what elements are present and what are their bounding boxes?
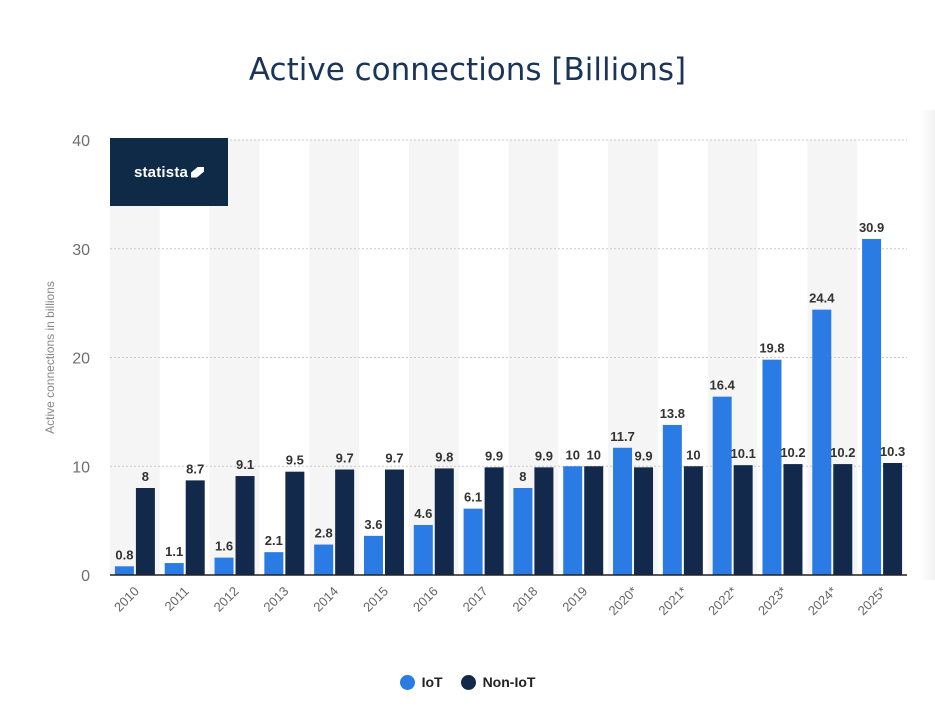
data-label-non-iot: 10: [686, 447, 700, 462]
data-label-iot: 30.9: [859, 220, 884, 235]
data-label-non-iot: 9.1: [236, 457, 254, 472]
x-tick-label: 2012: [211, 584, 242, 615]
data-label-iot: 11.7: [610, 429, 635, 444]
bar-non-iot: [335, 469, 355, 575]
data-label-iot: 2.8: [315, 526, 333, 541]
bar-non-iot: [634, 467, 654, 575]
bar-non-iot: [434, 468, 454, 575]
x-tick-label: 2021*: [655, 584, 690, 619]
data-label-iot: 19.8: [759, 341, 784, 356]
legend-item-non-iot[interactable]: Non-IoT: [460, 674, 536, 690]
bar-non-iot: [883, 462, 903, 575]
x-tick-label: 2018: [509, 584, 540, 615]
bar-iot: [712, 396, 732, 575]
x-tick-label: 2016: [410, 584, 441, 615]
chart-title: Active connections [Billions]: [248, 52, 687, 88]
x-tick-label: 2022*: [705, 584, 740, 619]
x-tick-label: 2017: [460, 584, 491, 615]
data-label-non-iot: 10.2: [780, 445, 805, 460]
x-tick-label: 2014: [310, 584, 341, 615]
data-label-iot: 24.4: [809, 291, 835, 306]
y-axis-title: Active connections in billions: [43, 281, 57, 434]
bar-iot: [862, 238, 882, 575]
data-label-non-iot: 8: [142, 469, 149, 484]
data-label-iot: 8: [519, 469, 526, 484]
data-label-iot: 0.8: [115, 547, 133, 562]
legend-item-iot[interactable]: IoT: [399, 674, 443, 690]
legend: IoT Non-IoT: [0, 674, 935, 690]
bar-non-iot: [733, 465, 753, 575]
bar-iot: [812, 309, 832, 575]
x-tick-label: 2010: [111, 584, 142, 615]
bar-non-iot: [683, 466, 703, 575]
bar-non-iot: [584, 466, 604, 575]
data-label-iot: 1.6: [215, 539, 233, 554]
data-label-iot: 4.6: [414, 506, 432, 521]
legend-iot-dot-icon: [399, 674, 415, 690]
data-label-non-iot: 8.7: [186, 461, 204, 476]
bar-iot: [114, 566, 134, 575]
data-label-non-iot: 9.7: [336, 451, 354, 466]
data-label-iot: 16.4: [710, 378, 736, 393]
bar-non-iot: [285, 471, 305, 575]
data-label-non-iot: 10: [586, 447, 600, 462]
data-label-non-iot: 9.5: [286, 453, 304, 468]
bar-iot: [214, 557, 234, 575]
bar-iot: [762, 359, 782, 575]
data-label-iot: 10: [565, 447, 579, 462]
bar-non-iot: [534, 467, 554, 575]
bar-non-iot: [484, 467, 504, 575]
y-tick-label: 20: [72, 351, 90, 368]
data-label-non-iot: 9.7: [385, 451, 403, 466]
bar-iot: [563, 466, 583, 575]
bar-iot: [662, 424, 682, 575]
statista-logo-icon: [191, 166, 205, 178]
y-tick-label: 30: [72, 242, 90, 259]
data-label-non-iot: 10.1: [731, 446, 756, 461]
data-label-iot: 13.8: [660, 406, 685, 421]
x-tick-label: 2023*: [755, 584, 790, 619]
bar-iot: [264, 552, 284, 575]
bar-iot: [164, 563, 184, 575]
x-tick-label: 2015: [360, 584, 391, 615]
bar-iot: [613, 447, 633, 575]
bar-iot: [363, 535, 383, 575]
bar-non-iot: [384, 469, 404, 575]
bar-iot: [314, 544, 334, 575]
bar-non-iot: [235, 476, 255, 575]
bar-non-iot: [833, 464, 853, 575]
logo-text: statista: [133, 163, 189, 181]
data-label-non-iot: 9.8: [435, 449, 453, 464]
data-label-non-iot: 10.2: [830, 445, 855, 460]
bar-iot: [413, 524, 433, 575]
data-label-non-iot: 10.3: [880, 444, 905, 459]
x-tick-label: 2013: [260, 584, 291, 615]
data-label-non-iot: 9.9: [634, 448, 652, 463]
bar-non-iot: [783, 464, 803, 575]
x-tick-label: 2019: [559, 584, 590, 615]
bar-non-iot: [135, 488, 155, 575]
right-edge-shade: [919, 110, 935, 580]
data-label-iot: 3.6: [364, 517, 382, 532]
legend-non-iot-label: Non-IoT: [482, 674, 536, 690]
bar-non-iot: [185, 480, 205, 575]
data-label-non-iot: 9.9: [535, 448, 553, 463]
y-tick-label: 0: [81, 568, 90, 585]
data-label-iot: 6.1: [464, 490, 482, 505]
legend-iot-label: IoT: [421, 674, 443, 690]
x-tick-label: 2011: [161, 584, 191, 614]
data-label-iot: 1.1: [165, 544, 183, 559]
x-tick-label: 2020*: [606, 584, 641, 619]
x-tick-label: 2025*: [855, 584, 890, 619]
y-tick-label: 40: [72, 133, 90, 150]
y-tick-label: 10: [72, 459, 90, 476]
data-label-iot: 2.1: [265, 533, 283, 548]
data-label-non-iot: 9.9: [485, 448, 503, 463]
x-tick-label: 2024*: [805, 584, 840, 619]
statista-logo: statista: [110, 138, 228, 206]
bar-iot: [513, 488, 533, 575]
bar-iot: [463, 508, 483, 575]
legend-non-iot-dot-icon: [460, 674, 476, 690]
